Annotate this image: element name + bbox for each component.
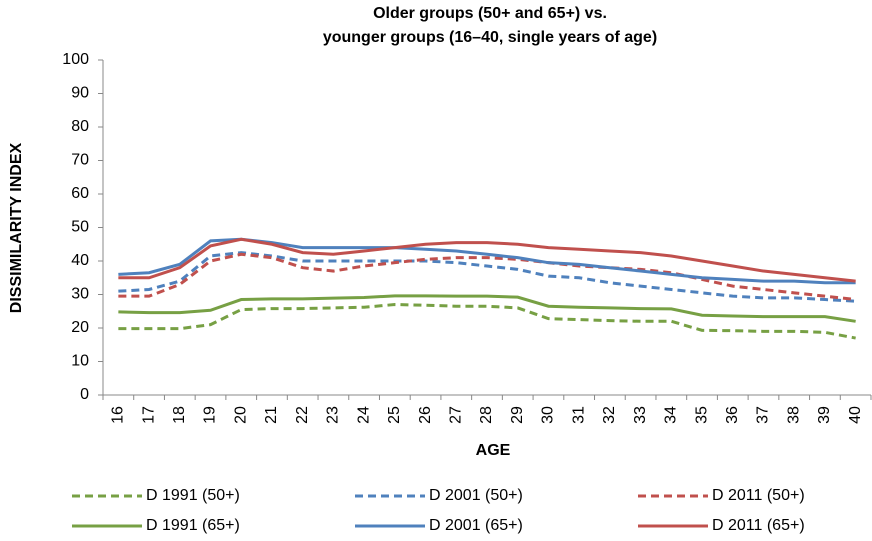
- series-line: [118, 237, 856, 285]
- y-axis-label: DISSIMILARITY INDEX: [8, 142, 25, 313]
- x-tick-label: 18: [171, 406, 188, 424]
- x-tick-label: 31: [570, 406, 587, 424]
- legend-label: D 2011 (65+): [712, 517, 805, 534]
- chart-title: Older groups (50+ and 65+) vs.: [373, 5, 607, 22]
- series-line: [118, 237, 856, 283]
- y-tick-label: 30: [71, 286, 89, 303]
- x-tick-label: 27: [447, 406, 464, 424]
- x-tick-label: 33: [632, 406, 649, 424]
- x-tick-label: 28: [478, 406, 495, 424]
- y-tick-label: 10: [71, 353, 89, 370]
- x-tick-label: 20: [232, 406, 249, 424]
- y-tick-label: 80: [71, 118, 89, 135]
- x-tick-label: 17: [140, 406, 157, 424]
- y-tick-label: 90: [71, 85, 89, 102]
- y-tick-label: 70: [71, 152, 89, 169]
- legend-label: D 2001 (50+): [429, 487, 523, 504]
- series-line: [118, 294, 856, 323]
- x-tick-label: 25: [386, 406, 403, 424]
- legend-label: D 1991 (65+): [146, 517, 240, 534]
- y-tick-label: 100: [62, 51, 89, 68]
- y-tick-label: 0: [80, 386, 89, 403]
- x-tick-label: 40: [847, 406, 864, 424]
- legend-label: D 2011 (50+): [712, 487, 805, 504]
- x-axis-label: AGE: [476, 442, 511, 459]
- series-line: [118, 251, 856, 303]
- x-tick-label: 38: [785, 406, 802, 424]
- x-tick-label: 22: [294, 406, 311, 424]
- y-tick-label: 60: [71, 185, 89, 202]
- y-tick-label: 40: [71, 252, 89, 269]
- chart-title: younger groups (16–40, single years of a…: [323, 29, 657, 46]
- x-tick-label: 35: [693, 406, 710, 424]
- y-tick-label: 20: [71, 319, 89, 336]
- x-tick-label: 37: [755, 406, 772, 424]
- x-tick-label: 26: [417, 406, 434, 424]
- x-tick-label: 30: [540, 406, 557, 424]
- x-tick-label: 34: [663, 406, 680, 424]
- x-tick-label: 19: [202, 406, 219, 424]
- y-tick-label: 50: [71, 219, 89, 236]
- x-tick-label: 32: [601, 406, 618, 424]
- x-tick-label: 23: [325, 406, 342, 424]
- x-tick-label: 16: [110, 406, 127, 424]
- x-tick-label: 24: [355, 406, 372, 424]
- series-line: [118, 252, 856, 302]
- legend-label: D 2001 (65+): [429, 517, 523, 534]
- x-tick-label: 36: [724, 406, 741, 424]
- x-tick-label: 39: [816, 406, 833, 424]
- x-tick-label: 21: [263, 406, 280, 424]
- legend-label: D 1991 (50+): [146, 487, 240, 504]
- x-tick-label: 29: [509, 406, 526, 424]
- series-line: [118, 303, 856, 340]
